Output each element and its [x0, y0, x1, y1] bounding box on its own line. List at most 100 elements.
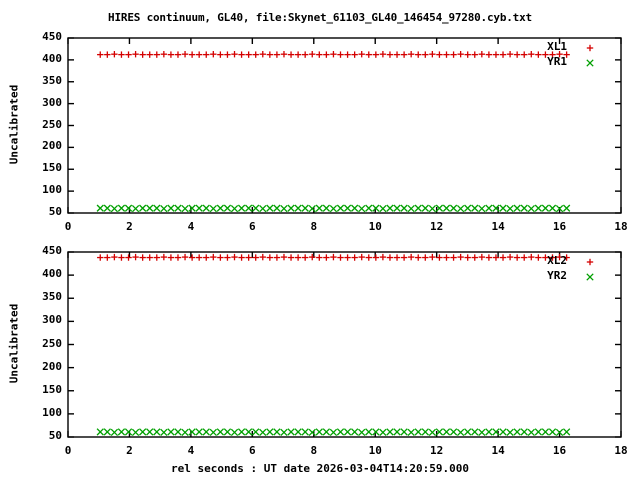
marker-YR1: [329, 204, 338, 213]
marker-YR2: [562, 428, 571, 436]
series-XL1: [97, 50, 570, 58]
marker-XL1: [146, 51, 153, 58]
marker-XL1: [513, 51, 521, 58]
marker-YR2: [252, 428, 260, 436]
marker-XL1: [139, 51, 146, 58]
marker-YR1: [223, 204, 232, 212]
x-tick-label-bottom-6: 12: [430, 444, 444, 457]
marker-XL1: [337, 51, 344, 58]
marker-YR2: [386, 428, 394, 436]
marker-XL1: [492, 51, 500, 58]
marker-YR1: [287, 204, 295, 212]
marker-YR2: [131, 428, 140, 437]
legend-label-XL1: XL1: [547, 40, 567, 53]
marker-YR2: [280, 428, 288, 437]
marker-XL1: [266, 51, 274, 58]
marker-XL1: [393, 51, 401, 58]
marker-XL1: [160, 50, 168, 58]
x-tick-label-top-9: 18: [614, 220, 628, 233]
marker-XL2: [259, 253, 266, 261]
marker-XL1: [464, 51, 471, 58]
marker-XL2: [188, 254, 196, 261]
marker-XL1: [280, 50, 288, 58]
marker-YR2: [520, 428, 528, 436]
x-tick-label-bottom-0: 0: [64, 444, 72, 457]
marker-YR1: [485, 204, 493, 212]
marker-XL2: [174, 254, 182, 261]
marker-YR1: [259, 204, 267, 213]
marker-XL2: [203, 254, 210, 261]
x-tick-label-bottom-9: 18: [614, 444, 628, 457]
marker-XL1: [549, 51, 556, 58]
marker-XL1: [316, 51, 323, 58]
marker-YR2: [146, 428, 154, 436]
marker-YR2: [506, 428, 514, 437]
marker-YR1: [237, 204, 246, 212]
marker-YR2: [329, 428, 338, 437]
marker-XL2: [118, 254, 125, 261]
x-tick-label-bottom-4: 8: [310, 444, 318, 457]
legend-marker-YR1: [586, 59, 594, 67]
marker-YR2: [407, 428, 415, 437]
marker-YR2: [534, 428, 543, 436]
marker-XL1: [506, 50, 514, 58]
marker-XL1: [153, 51, 160, 58]
marker-XL1: [556, 50, 563, 58]
marker-XL1: [195, 51, 203, 58]
marker-YR1: [336, 204, 345, 212]
marker-YR1: [103, 204, 111, 212]
marker-XL2: [280, 253, 288, 261]
marker-XL1: [252, 51, 259, 58]
marker-YR1: [513, 204, 521, 212]
y-tick-label-top-6: 350: [42, 73, 62, 87]
marker-XL2: [478, 253, 486, 261]
marker-YR1: [464, 204, 472, 212]
marker-XL2: [457, 253, 464, 261]
marker-YR2: [492, 428, 500, 436]
marker-YR1: [117, 204, 126, 212]
marker-YR1: [301, 204, 309, 212]
marker-YR1: [216, 204, 225, 212]
marker-YR2: [513, 428, 521, 436]
marker-YR1: [273, 204, 281, 212]
marker-XL1: [287, 51, 295, 58]
x-tick-label-bottom-7: 14: [491, 444, 505, 457]
marker-XL1: [407, 50, 415, 58]
marker-YR1: [435, 204, 444, 212]
y-tick-label-bottom-6: 350: [42, 290, 62, 304]
marker-XL1: [415, 51, 422, 58]
marker-XL2: [252, 254, 259, 261]
marker-YR2: [160, 428, 168, 437]
marker-YR1: [534, 204, 543, 212]
marker-XL2: [301, 254, 309, 261]
marker-XL2: [195, 254, 203, 261]
y-tick-label-bottom-0: 50: [48, 429, 62, 442]
marker-XL1: [224, 51, 231, 58]
marker-XL2: [231, 253, 238, 261]
x-tick-label-bottom-5: 10: [368, 444, 382, 457]
marker-YR1: [492, 204, 500, 212]
marker-YR2: [230, 428, 239, 437]
marker-XL2: [139, 254, 146, 261]
marker-YR2: [209, 428, 217, 437]
marker-YR2: [485, 428, 493, 436]
marker-YR1: [400, 204, 408, 212]
marker-YR1: [386, 204, 394, 212]
marker-XL2: [358, 253, 365, 261]
marker-XL1: [400, 51, 408, 58]
marker-YR2: [372, 428, 380, 436]
marker-XL2: [167, 254, 175, 261]
marker-XL1: [436, 51, 443, 58]
marker-YR1: [294, 204, 302, 212]
marker-YR1: [181, 204, 189, 213]
marker-YR2: [449, 428, 458, 436]
marker-XL1: [323, 51, 330, 58]
y-tick-label-bottom-2: 150: [42, 382, 62, 396]
x-tick-label-bottom-3: 6: [249, 444, 256, 457]
marker-YR1: [541, 204, 550, 212]
marker-YR2: [421, 428, 429, 436]
marker-YR2: [138, 428, 147, 436]
marker-YR1: [146, 204, 154, 212]
marker-XL2: [528, 253, 535, 261]
